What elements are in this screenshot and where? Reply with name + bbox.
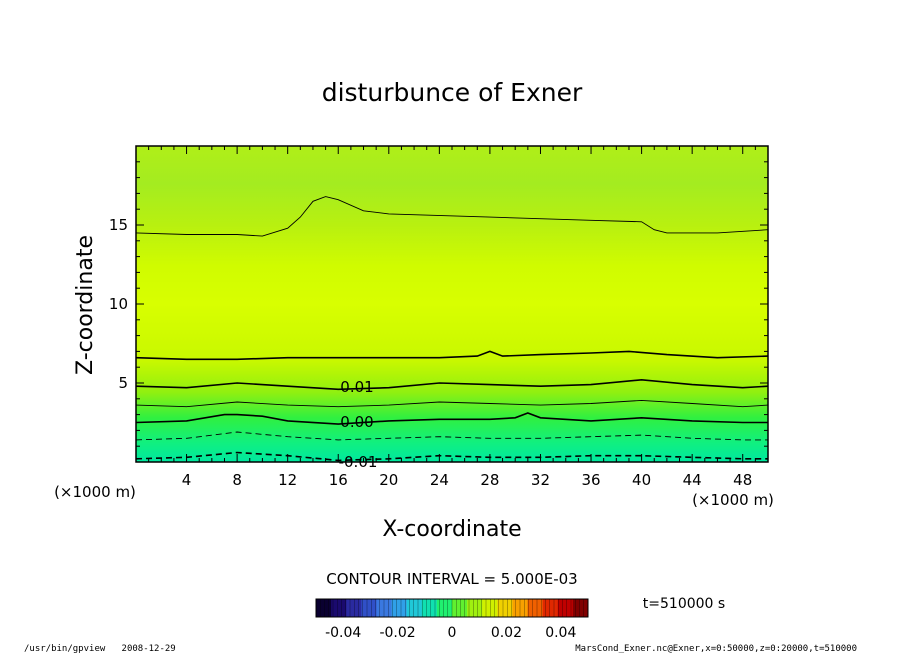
colorbar-swatch <box>391 599 408 617</box>
field-fill <box>136 146 768 462</box>
colorbar-tick-label: 0.04 <box>545 625 576 641</box>
chart-title: disturbunce of Exner <box>322 78 583 107</box>
contour-line <box>136 350 768 361</box>
colorbar-frame <box>315 598 589 618</box>
x-tick-label: 32 <box>531 471 550 489</box>
x-tick-label: 44 <box>683 471 702 489</box>
x-tick-label: 40 <box>632 471 651 489</box>
y-tick-labels: 5 10 15 <box>109 216 128 392</box>
footer-right: MarsCond_Exner.nc@Exner,x=0:50000,z=0:20… <box>575 644 857 654</box>
x-tick-labels: 4 8 12 16 20 24 28 32 36 40 44 48 <box>182 471 752 489</box>
colorbar-swatch <box>331 599 347 617</box>
x-unit-right: (×1000 m) <box>692 491 774 509</box>
colorbar-swatch <box>542 599 559 617</box>
colorbar-swatch <box>527 599 544 617</box>
colorbar-swatch <box>467 599 483 617</box>
x-tick-label: 24 <box>430 471 449 489</box>
colorbar-swatch <box>406 599 423 617</box>
contour-lines <box>136 196 768 462</box>
contour-labels: 0.01 0.00 -0.01 <box>339 378 378 471</box>
y-axis-label: Z-coordinate <box>73 235 98 375</box>
colorbar-tick-label: 0.02 <box>491 625 522 641</box>
colorbar-swatch <box>572 599 589 617</box>
colorbar-swatch <box>452 599 468 617</box>
x-tick-label: 48 <box>733 471 752 489</box>
colorbar-swatch <box>436 599 453 617</box>
y-tick-label: 10 <box>109 295 128 313</box>
contour-line <box>136 196 768 237</box>
colorbar-tick-labels: -0.04 -0.02 0 0.02 0.04 <box>325 625 576 641</box>
colorbar-swatch <box>316 599 332 617</box>
y-tick-label: 5 <box>118 374 128 392</box>
axis-ticks <box>136 146 768 462</box>
contour-interval: CONTOUR INTERVAL = 5.000E-03 <box>326 570 577 588</box>
plot-area: 0.01 0.00 -0.01 <box>135 145 769 471</box>
contour-line <box>136 399 768 408</box>
contour-label-0.01: 0.01 <box>340 378 373 396</box>
colorbar-swatch <box>497 599 513 617</box>
colorbar-tick-label: 0 <box>448 625 457 641</box>
footer-left: /usr/bin/gpview 2008-12-29 <box>24 644 176 654</box>
x-unit-left: (×1000 m) <box>54 483 136 501</box>
colorbar-tick-label: -0.02 <box>379 625 415 641</box>
colorbar <box>315 599 589 617</box>
contour-label-0.00: 0.00 <box>340 413 373 431</box>
x-tick-label: 4 <box>182 471 192 489</box>
colorbar-swatch <box>421 599 438 617</box>
time-label: t=510000 s <box>643 596 725 612</box>
y-tick-label: 15 <box>109 216 128 234</box>
colorbar-tick-label: -0.04 <box>325 625 361 641</box>
x-tick-label: 12 <box>278 471 297 489</box>
x-tick-label: 8 <box>232 471 242 489</box>
contour-line <box>136 412 768 425</box>
x-tick-label: 28 <box>480 471 499 489</box>
x-tick-label: 36 <box>581 471 600 489</box>
colorbar-swatch <box>557 599 574 617</box>
x-axis-label: X-coordinate <box>382 517 521 542</box>
x-tick-label: 20 <box>379 471 398 489</box>
x-tick-label: 16 <box>329 471 348 489</box>
contour-line <box>136 378 768 391</box>
colorbar-swatch <box>361 599 377 617</box>
